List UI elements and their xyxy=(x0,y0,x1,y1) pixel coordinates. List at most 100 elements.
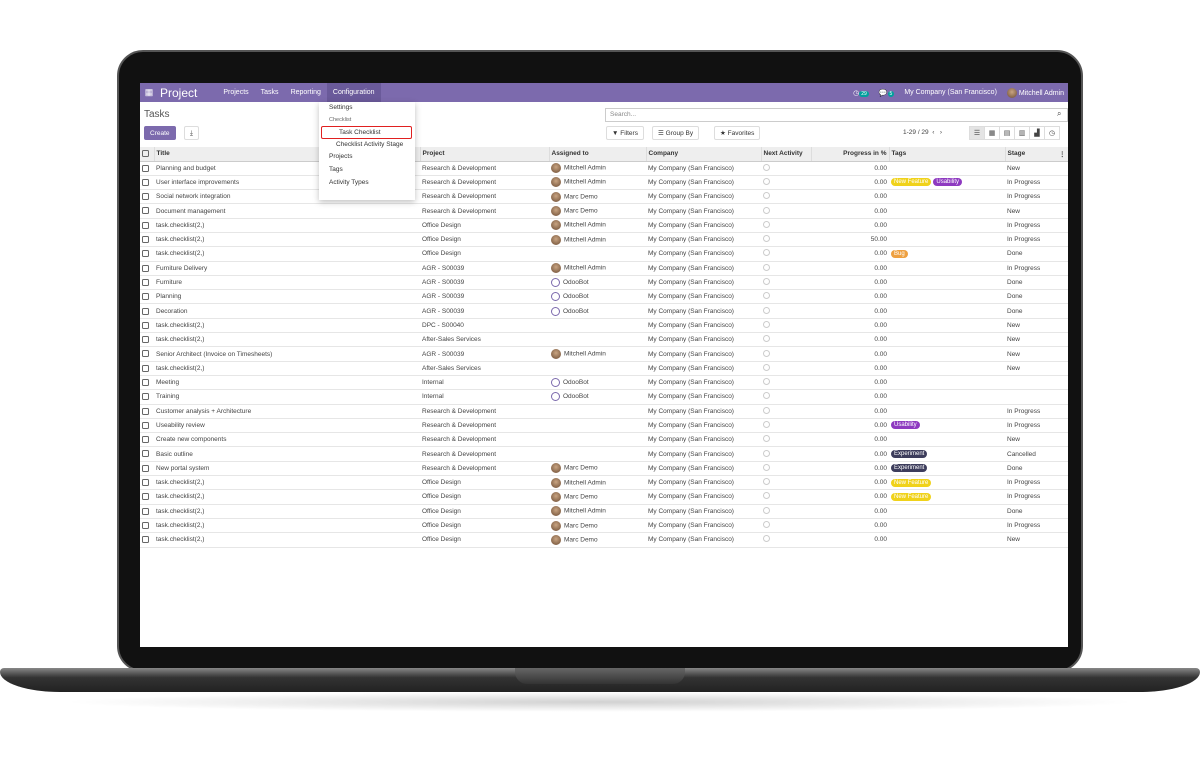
row-checkbox[interactable] xyxy=(140,375,154,391)
activity-clock-icon[interactable] xyxy=(763,449,770,457)
row-checkbox[interactable] xyxy=(140,261,154,276)
table-row[interactable]: Decoration AGR - S00039 OdooBot My Company … xyxy=(140,303,1068,319)
col-next-activity[interactable]: Next Activity xyxy=(761,147,812,162)
pager-value[interactable]: 1-29 / 29 xyxy=(903,129,929,136)
company-switcher[interactable]: My Company (San Francisco) xyxy=(904,89,997,96)
menu-projects[interactable]: Projects xyxy=(223,89,249,96)
menu-item-task-checklist[interactable]: Task Checklist xyxy=(321,125,412,139)
menu-configuration[interactable]: Configuration xyxy=(326,83,381,102)
group-by-button[interactable]: ☰ Group By xyxy=(652,126,700,140)
col-project[interactable]: Project xyxy=(420,147,550,162)
filters-button[interactable]: ▼ Filters xyxy=(606,126,644,140)
activity-clock-icon[interactable] xyxy=(763,206,770,214)
activity-clock-icon[interactable] xyxy=(763,263,770,271)
activity-clock-icon[interactable] xyxy=(763,406,770,414)
table-row[interactable]: Useability review Research & Development M… xyxy=(140,418,1068,434)
menu-item-checklist-activity-stage[interactable]: Checklist Activity Stage xyxy=(336,140,404,148)
kanban-view-icon[interactable]: ▦ xyxy=(984,126,1000,140)
col-stage[interactable]: Stage ⋮ xyxy=(1005,147,1068,162)
row-checkbox[interactable] xyxy=(140,389,154,405)
row-checkbox[interactable] xyxy=(140,289,154,305)
row-checkbox[interactable] xyxy=(140,361,154,376)
row-checkbox[interactable] xyxy=(140,461,154,477)
row-checkbox[interactable] xyxy=(140,161,154,176)
messages-button[interactable]: 💬 5 xyxy=(879,89,895,97)
activity-clock-icon[interactable] xyxy=(763,249,770,257)
activity-clock-icon[interactable] xyxy=(763,420,770,428)
table-row[interactable]: New portal system Research & Development M… xyxy=(140,461,1068,477)
table-row[interactable]: Training Internal OdooBot My Company (San F… xyxy=(140,389,1068,405)
table-row[interactable]: Social network integration Research & Dev… xyxy=(140,189,1068,205)
next-icon[interactable]: › xyxy=(939,129,943,136)
table-row[interactable]: Basic outline Research & Development My Co… xyxy=(140,446,1068,462)
activity-clock-icon[interactable] xyxy=(763,521,770,529)
activity-view-icon[interactable]: ◷ xyxy=(1044,126,1060,140)
table-row[interactable]: task.checklist(2,) Office Design Marc Demo… xyxy=(140,489,1068,505)
row-checkbox[interactable] xyxy=(140,318,154,334)
row-checkbox[interactable] xyxy=(140,218,154,233)
activity-clock-icon[interactable] xyxy=(763,535,770,543)
table-row[interactable]: task.checklist(2,) After-Sales Services My… xyxy=(140,361,1068,376)
row-checkbox[interactable] xyxy=(140,203,154,219)
menu-reporting[interactable]: Reporting xyxy=(290,89,321,96)
activity-clock-icon[interactable] xyxy=(763,292,770,300)
pivot-view-icon[interactable]: ▥ xyxy=(1014,126,1030,140)
activity-clock-icon[interactable] xyxy=(763,306,770,314)
row-checkbox[interactable] xyxy=(140,418,154,434)
table-row[interactable]: Document management Research & Developmen… xyxy=(140,203,1068,219)
activity-clock-icon[interactable] xyxy=(763,235,770,243)
menu-item-activity-types[interactable]: Activity Types xyxy=(329,178,369,186)
activity-clock-icon[interactable] xyxy=(763,463,770,471)
table-row[interactable]: Customer analysis + Architecture Research… xyxy=(140,404,1068,419)
favorites-button[interactable]: ★ Favorites xyxy=(714,126,761,140)
prev-icon[interactable]: ‹ xyxy=(932,129,935,136)
activity-button[interactable]: ◷ 29 xyxy=(853,89,869,97)
row-checkbox[interactable] xyxy=(140,346,154,362)
activity-clock-icon[interactable] xyxy=(763,378,770,386)
table-row[interactable]: task.checklist(2,) Office Design Mitchell … xyxy=(140,504,1068,519)
apps-menu-icon[interactable]: ▦ xyxy=(144,87,154,97)
col-tags[interactable]: Tags xyxy=(889,147,1006,162)
activity-clock-icon[interactable] xyxy=(763,392,770,400)
table-row[interactable]: task.checklist(2,) Office Design Marc Demo… xyxy=(140,518,1068,534)
app-title[interactable]: Project xyxy=(160,85,198,100)
activity-clock-icon[interactable] xyxy=(763,363,770,371)
calendar-view-icon[interactable]: ▤ xyxy=(999,126,1015,140)
table-row[interactable]: task.checklist(2,) DPC - S00040 My Company… xyxy=(140,318,1068,334)
menu-tasks[interactable]: Tasks xyxy=(260,89,279,96)
table-row[interactable]: task.checklist(2,) Office Design Mitchell … xyxy=(140,232,1068,248)
table-row[interactable]: Furniture Delivery AGR - S00039 Mitchell A… xyxy=(140,261,1068,276)
activity-clock-icon[interactable] xyxy=(763,478,770,486)
table-row[interactable]: User interface improvements Research & De… xyxy=(140,175,1068,191)
row-checkbox[interactable] xyxy=(140,475,154,491)
menu-item-tags[interactable]: Tags xyxy=(329,166,343,174)
select-all-checkbox[interactable] xyxy=(140,147,155,162)
col-company[interactable]: Company xyxy=(646,147,762,162)
row-checkbox[interactable] xyxy=(140,432,154,448)
activity-clock-icon[interactable] xyxy=(763,435,770,443)
activity-clock-icon[interactable] xyxy=(763,335,770,343)
col-assigned[interactable]: Assigned to xyxy=(549,147,647,162)
row-checkbox[interactable] xyxy=(140,489,154,505)
download-button[interactable]: ⤓ xyxy=(184,126,199,140)
table-row[interactable]: task.checklist(2,) Office Design Mitchell … xyxy=(140,475,1068,491)
col-progress[interactable]: Progress in % xyxy=(811,147,890,162)
row-checkbox[interactable] xyxy=(140,189,154,205)
activity-clock-icon[interactable] xyxy=(763,349,770,357)
row-checkbox[interactable] xyxy=(140,504,154,519)
graph-view-icon[interactable]: ▟ xyxy=(1029,126,1045,140)
row-checkbox[interactable] xyxy=(140,275,154,291)
table-row[interactable]: Meeting Internal OdooBot My Company (San Fr… xyxy=(140,375,1068,391)
activity-clock-icon[interactable] xyxy=(763,163,770,171)
row-checkbox[interactable] xyxy=(140,518,154,534)
optional-columns-icon[interactable]: ⋮ xyxy=(1059,150,1066,158)
table-row[interactable]: Furniture AGR - S00039 OdooBot My Company (… xyxy=(140,275,1068,291)
row-checkbox[interactable] xyxy=(140,175,154,191)
row-checkbox[interactable] xyxy=(140,404,154,419)
menu-item-projects[interactable]: Projects xyxy=(329,153,353,161)
row-checkbox[interactable] xyxy=(140,532,154,548)
table-row[interactable]: task.checklist(2,) Office Design Marc Demo… xyxy=(140,532,1068,548)
table-row[interactable]: Planning AGR - S00039 OdooBot My Company (S… xyxy=(140,289,1068,305)
create-button[interactable]: Create xyxy=(144,126,176,140)
table-row[interactable]: task.checklist(2,) Office Design My Compan… xyxy=(140,246,1068,262)
